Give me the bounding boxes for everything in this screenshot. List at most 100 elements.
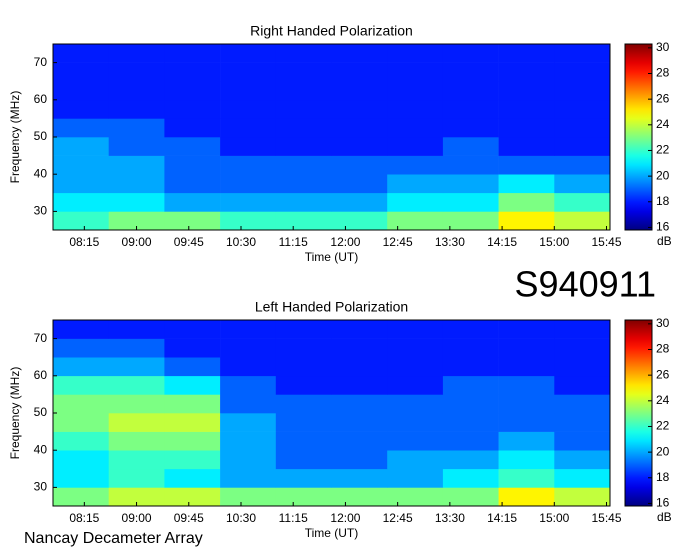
- heatmap-cell: [554, 320, 611, 339]
- heatmap-cell: [442, 118, 499, 138]
- heatmap-cell: [108, 487, 165, 507]
- heatmap-cell: [498, 357, 555, 377]
- x-tick-label: 11:15: [279, 511, 308, 525]
- heatmap-cell: [387, 338, 444, 358]
- heatmap-cell: [164, 487, 221, 507]
- heatmap-cell: [53, 394, 109, 414]
- heatmap-cell: [498, 99, 555, 119]
- heatmap-cell: [554, 468, 611, 488]
- x-tick-label: 09:00: [122, 511, 152, 525]
- heatmap-cell: [331, 357, 388, 377]
- y-axis-label: Frequency (MHz): [8, 367, 22, 460]
- heatmap-cell: [275, 394, 332, 414]
- heatmap-cell: [275, 81, 332, 101]
- heatmap-cell: [331, 155, 388, 175]
- heatmap-cell: [108, 450, 165, 470]
- colorbar-tick-label: 26: [656, 367, 670, 381]
- heatmap-cell: [220, 468, 277, 488]
- heatmap-cell: [387, 62, 444, 82]
- heatmap-cell: [554, 450, 611, 470]
- heatmap-cell: [331, 81, 388, 101]
- heatmap-cell: [387, 99, 444, 119]
- heatmap-cell: [275, 450, 332, 470]
- heatmap-cell: [108, 137, 165, 156]
- heatmap-cell: [220, 211, 277, 231]
- heatmap-cell: [387, 192, 444, 212]
- heatmap-cell: [108, 99, 165, 119]
- x-tick-label: 08:15: [69, 235, 99, 249]
- heatmap-cell: [275, 137, 332, 156]
- heatmap-cell: [442, 137, 499, 156]
- heatmap-cell: [331, 338, 388, 358]
- x-tick-label: 15:00: [539, 511, 569, 525]
- heatmap-cell: [387, 431, 444, 451]
- heatmap-cell: [164, 118, 221, 138]
- heatmap-cell: [164, 450, 221, 470]
- heatmap-cell: [442, 155, 499, 175]
- colorbar-tick-label: 16: [656, 220, 670, 234]
- colorbar: [624, 319, 653, 507]
- heatmap-cell: [53, 62, 109, 82]
- heatmap-cell: [331, 394, 388, 414]
- y-tick-label: 60: [34, 368, 48, 382]
- heatmap-cell: [554, 357, 611, 377]
- heatmap-cell: [108, 394, 165, 414]
- heatmap-cell: [108, 155, 165, 175]
- x-tick-label: 13:30: [435, 235, 465, 249]
- heatmap-cell: [220, 413, 277, 432]
- heatmap-cell: [442, 431, 499, 451]
- heatmap-cell: [275, 468, 332, 488]
- heatmap-cell: [554, 155, 611, 175]
- y-tick-label: 30: [34, 204, 48, 218]
- colorbar: [624, 43, 653, 231]
- heatmap-cell: [554, 431, 611, 451]
- heatmap-cell: [554, 211, 611, 231]
- heatmap-cell: [498, 487, 555, 507]
- heatmap-cell: [331, 62, 388, 82]
- heatmap-cell: [387, 450, 444, 470]
- heatmap-cell: [275, 487, 332, 507]
- heatmap-cell: [275, 211, 332, 231]
- heatmap-cell: [108, 320, 165, 339]
- heatmap-cell: [498, 320, 555, 339]
- colorbar-label: dB: [657, 234, 672, 248]
- colorbar-tick-label: 20: [656, 168, 670, 182]
- heatmap-cell: [387, 155, 444, 175]
- heatmap-cell: [442, 375, 499, 395]
- heatmap-cell: [331, 487, 388, 507]
- heatmap-cell: [220, 81, 277, 101]
- heatmap-cell: [387, 81, 444, 101]
- heatmap-cell: [554, 413, 611, 432]
- heatmap-cell: [220, 155, 277, 175]
- heatmap-cell: [442, 338, 499, 358]
- heatmap-cell: [108, 357, 165, 377]
- heatmap-cell: [275, 338, 332, 358]
- heatmap-cell: [498, 155, 555, 175]
- heatmap-cell: [108, 81, 165, 101]
- heatmap-cell: [108, 62, 165, 82]
- heatmap-cell: [387, 468, 444, 488]
- heatmap-cell: [554, 44, 611, 63]
- heatmap-cell: [220, 99, 277, 119]
- heatmap-cell: [442, 413, 499, 432]
- heatmap-cell: [442, 211, 499, 231]
- colorbar-tick-label: 24: [656, 117, 670, 131]
- colorbar-tick-label: 28: [656, 66, 670, 80]
- x-tick-label: 12:00: [330, 235, 360, 249]
- heatmap-cell: [331, 450, 388, 470]
- heatmap-cell: [220, 118, 277, 138]
- heatmap-cell: [164, 211, 221, 231]
- heatmap-cell: [387, 487, 444, 507]
- heatmap-cell: [442, 62, 499, 82]
- x-tick-label: 14:15: [487, 235, 517, 249]
- heatmap-cell: [164, 394, 221, 414]
- heatmap-cell: [53, 44, 109, 63]
- heatmap-cell: [53, 468, 109, 488]
- heatmap-cell: [387, 394, 444, 414]
- heatmap-cell: [498, 211, 555, 231]
- colorbar-tick-label: 18: [656, 470, 670, 484]
- x-tick-label: 12:00: [330, 511, 360, 525]
- heatmap-cell: [498, 468, 555, 488]
- heatmap-cell: [275, 375, 332, 395]
